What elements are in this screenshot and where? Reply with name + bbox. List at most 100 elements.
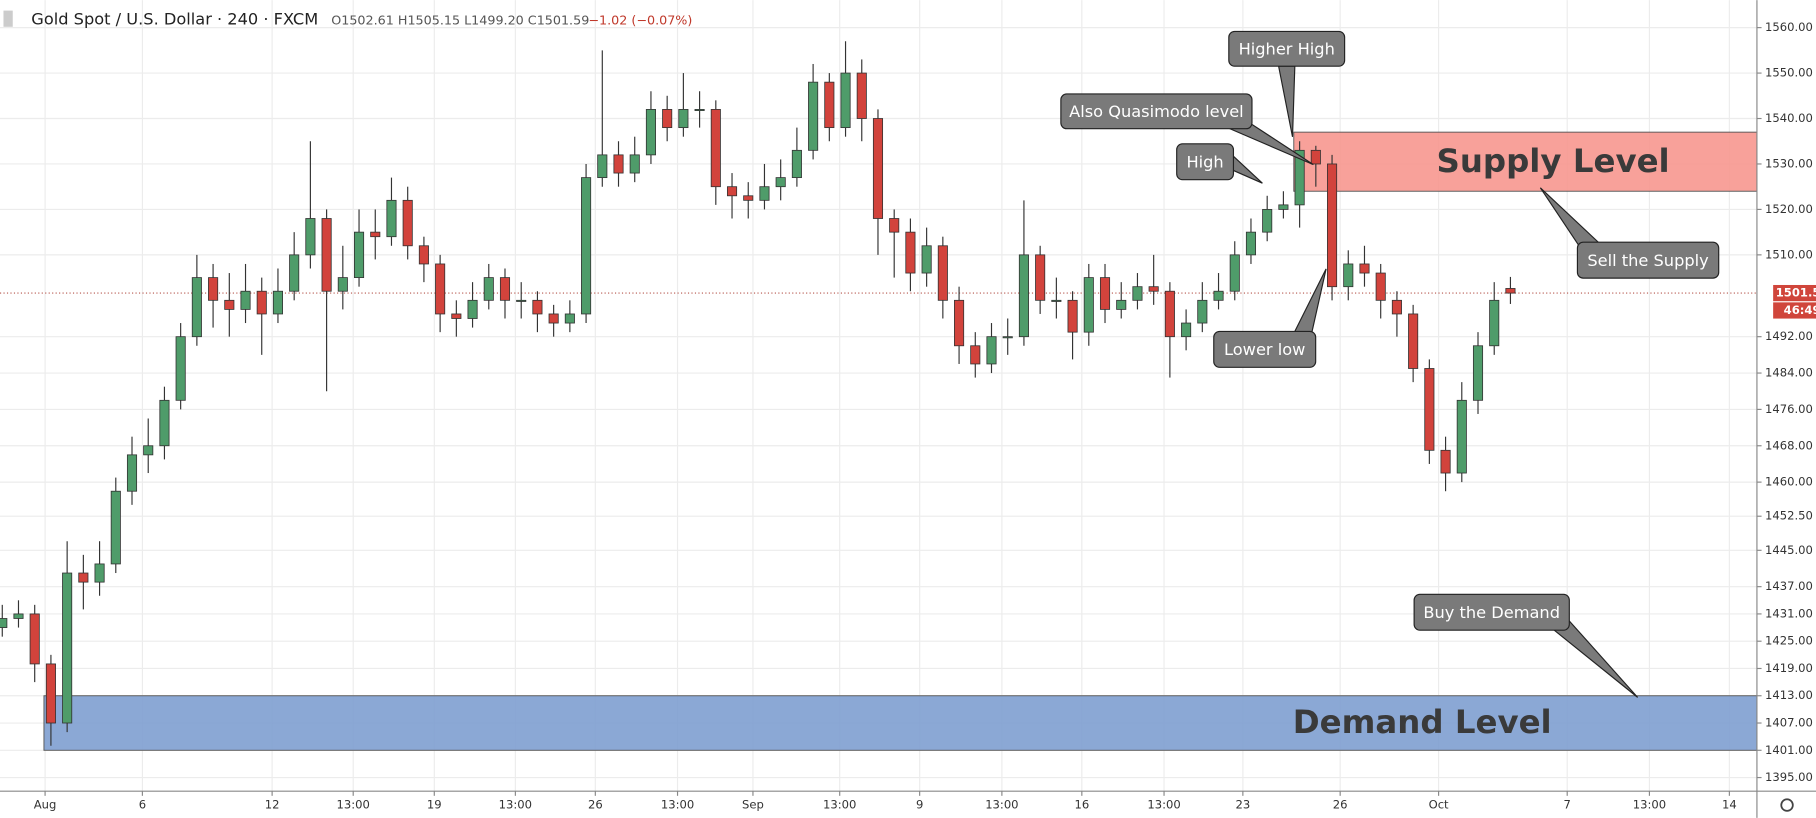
settings-icon[interactable] [1780,798,1794,812]
candle-body [110,490,121,565]
x-tick-label: Sep [742,798,764,812]
candle-body [1148,286,1159,292]
y-tick-label: 1560.00 [1765,20,1813,34]
candle-body [143,445,154,456]
candle-body [386,199,397,238]
y-tick-label: 1413.00 [1765,688,1813,702]
x-tick-label: 6 [139,798,146,812]
y-tick-label: 1468.00 [1765,438,1813,452]
zone-label: Supply Level [1437,142,1670,180]
candle-body [208,277,219,301]
candle-body [240,290,251,310]
x-tick-label: 7 [1564,798,1571,812]
candle-body [937,245,948,301]
candle-body [370,231,381,238]
candle-body [1489,299,1500,347]
candle-body [1051,299,1062,302]
candle-body [791,149,802,179]
candle-body [305,218,316,256]
candle-body [872,118,884,219]
annotations: Higher High Also Quasimodo level High Lower… [1060,30,1720,698]
callout-text: Lower low [1224,340,1305,359]
candle-body [986,336,997,365]
candle-body [435,263,446,315]
candle-body [1472,345,1484,401]
y-tick-label: 1530.00 [1765,156,1813,170]
candle-body [824,81,835,129]
x-tick-label: 13:00 [823,798,856,812]
callout-box [1176,143,1235,181]
callout-text: Buy the Demand [1423,603,1560,622]
y-tick-label: 1460.00 [1765,475,1813,489]
candle-body [256,290,267,315]
candle-body [1440,449,1451,474]
x-tick-label: 23 [1235,798,1250,812]
chart-title: Gold Spot / U.S. Dollar · 240 · FXCM [31,9,318,28]
callout-text: Sell the Supply [1587,251,1709,270]
x-tick-label: 14 [1722,798,1737,812]
candle-body [1375,272,1386,301]
y-tick-label: 1425.00 [1765,634,1813,648]
candle-body [29,613,40,665]
y-tick-label: 1401.00 [1765,743,1813,757]
callout-box [1228,30,1346,67]
x-tick-label: 26 [1333,798,1348,812]
candle-body [921,245,932,274]
candle-body [856,72,867,119]
candle-body [224,299,235,310]
candle-body [1018,254,1029,338]
candle-body [1327,163,1338,288]
candle-body [808,81,819,151]
y-tick-label: 1431.00 [1765,606,1813,620]
candle-body [1116,299,1127,310]
y-tick-label: 1510.00 [1765,247,1813,261]
candle-body [78,572,89,583]
candle-body [402,199,413,247]
y-tick-label: 1476.00 [1765,402,1813,416]
last-price-label: 1501.59 [1776,286,1816,300]
y-tick-label: 1550.00 [1765,66,1813,80]
candle-body [840,72,851,129]
callout-text: Also Quasimodo level [1069,102,1244,121]
candle-body [1310,149,1321,165]
candle-body [483,277,494,301]
candle-body [905,231,916,274]
callout-box [1213,330,1317,368]
candle-body [1083,277,1094,333]
y-tick-label: 1492.00 [1765,329,1813,343]
x-tick-label: 9 [916,798,923,812]
candle-body [499,277,511,301]
candle-body [613,154,624,174]
candle-body [1505,288,1516,294]
x-tick-label: 13:00 [499,798,532,812]
x-tick-label: 26 [588,798,603,812]
candle-body [289,254,300,292]
callout-text: Higher High [1239,39,1335,58]
candle-body [159,399,170,447]
candle-body [532,299,543,315]
candle-body [1456,399,1467,474]
y-tick-label: 1437.00 [1765,579,1813,593]
candle-body [1262,209,1273,233]
axes: 1560.00 1550.00 1540.00 1530.00 1520.00 1510.… [34,20,1816,812]
callout-box [1576,241,1720,279]
ohlc-legend: O1502.61 H1505.15 L1499.20 C1501.59 [331,14,589,29]
x-tick-label: 13:00 [985,798,1018,812]
candle-body [678,109,689,129]
candle-body [1067,299,1078,333]
candle-body [726,186,738,197]
x-tick-label: 13:00 [1633,798,1666,812]
x-tick-label: 12 [265,798,280,812]
candle-body [1408,313,1419,369]
candle-body [272,290,283,315]
x-tick-label: 13:00 [661,798,694,812]
candle-body [467,299,478,319]
candle-body [597,154,608,179]
y-tick-label: 1452.50 [1765,509,1813,523]
x-tick-label: Aug [34,798,57,812]
candle-body [418,245,429,265]
candle-body [662,109,673,129]
candle-body [710,109,721,188]
x-tick-label: Oct [1429,798,1449,812]
